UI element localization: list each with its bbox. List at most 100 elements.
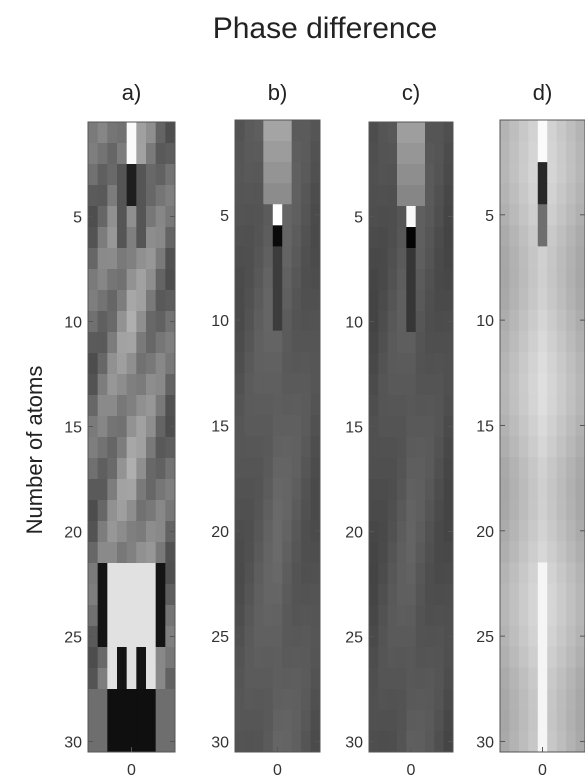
heatmap-cell — [425, 143, 435, 165]
heatmap-cell — [556, 309, 567, 332]
heatmap-cell — [406, 689, 417, 711]
heatmap-cell — [537, 288, 548, 311]
heatmap-cell — [126, 731, 137, 753]
heatmap-cell — [253, 414, 264, 437]
heatmap-cell — [272, 120, 283, 142]
heatmap-cell — [575, 120, 585, 142]
heatmap-cell — [443, 500, 454, 522]
heatmap-cell — [425, 185, 435, 207]
heatmap-cell — [97, 521, 108, 543]
y-tick-label: 5 — [73, 210, 82, 227]
heatmap-cell — [566, 141, 577, 163]
heatmap-cell — [272, 604, 283, 627]
heatmap-cell — [301, 330, 312, 353]
heatmap-cell — [244, 183, 255, 205]
heatmap-cell — [136, 185, 147, 207]
heatmap-cell — [117, 416, 128, 438]
heatmap-cell — [244, 688, 255, 711]
heatmap-cell — [575, 330, 585, 353]
heatmap-cell — [425, 500, 435, 522]
heatmap-cell — [566, 120, 577, 142]
heatmap-cell — [547, 351, 558, 374]
heatmap-cell — [406, 626, 417, 648]
heatmap-cell — [117, 248, 128, 270]
heatmap-cell — [291, 457, 302, 479]
heatmap-cell — [566, 225, 577, 247]
heatmap-cell — [509, 288, 520, 311]
heatmap-cell — [291, 309, 302, 332]
heatmap-cell — [282, 288, 293, 311]
heatmap-cell — [556, 246, 567, 268]
heatmap-cell — [406, 605, 417, 627]
heatmap-cell — [310, 604, 321, 627]
heatmap-cell — [443, 710, 454, 732]
heatmap-cell — [310, 457, 321, 479]
heatmap-cell — [528, 288, 539, 311]
heatmap-cell — [136, 626, 147, 648]
heatmap-cell — [310, 120, 321, 142]
heatmap-cell — [415, 731, 426, 753]
heatmap-cell — [244, 541, 255, 563]
heatmap-cell — [146, 605, 157, 627]
heatmap-cell — [146, 584, 157, 606]
heatmap-cell — [434, 626, 445, 648]
heatmap-cell — [88, 542, 99, 564]
heatmap-cell — [378, 311, 389, 333]
heatmap-cell — [291, 414, 302, 437]
heatmap-cell — [253, 583, 264, 606]
heatmap-cell — [244, 646, 255, 669]
heatmap-cell — [500, 120, 510, 142]
heatmap-cell — [547, 604, 558, 627]
heatmap-cell — [406, 521, 417, 543]
heatmap-cell — [518, 120, 529, 142]
heatmap-cell — [406, 416, 417, 438]
heatmap-cell — [263, 372, 274, 395]
heatmap-cell — [235, 688, 245, 711]
heatmap-cell — [434, 122, 445, 144]
heatmap-cell — [235, 393, 245, 416]
heatmap-cell — [406, 290, 417, 312]
heatmap-cell — [434, 563, 445, 585]
heatmap-cell — [406, 437, 417, 459]
heatmap-cell — [378, 416, 389, 438]
heatmap-cell — [107, 689, 118, 711]
heatmap-cell — [126, 584, 137, 606]
heatmap-cell — [537, 499, 548, 521]
heatmap-cell — [434, 290, 445, 312]
heatmap-cell — [406, 122, 417, 144]
heatmap-cell — [528, 436, 539, 458]
heatmap-cell — [575, 583, 585, 606]
heatmap-cell — [518, 351, 529, 374]
heatmap-cell — [518, 393, 529, 416]
heatmap-cell — [136, 458, 147, 480]
heatmap-cell — [397, 584, 407, 606]
heatmap-cell — [425, 206, 435, 228]
heatmap-cell — [415, 689, 426, 711]
y-tick-label: 20 — [345, 525, 363, 542]
heatmap-cell — [415, 290, 426, 312]
heatmap-cell — [509, 667, 520, 690]
heatmap-cell — [575, 436, 585, 458]
heatmap-cell — [301, 267, 312, 290]
heatmap-cell — [566, 562, 577, 584]
heatmap-cell — [291, 372, 302, 395]
heatmap-cell — [263, 646, 274, 669]
heatmap-cell — [310, 646, 321, 669]
heatmap-cell — [301, 309, 312, 332]
heatmap-cell — [97, 416, 108, 438]
heatmap-cell — [500, 141, 510, 163]
heatmap-cell — [397, 143, 407, 165]
heatmap-cell — [547, 183, 558, 205]
heatmap-cell — [443, 437, 454, 459]
heatmap-cell — [425, 353, 435, 375]
heatmap-cell — [282, 667, 293, 690]
heatmap-cell — [575, 709, 585, 732]
heatmap-cell — [387, 668, 398, 690]
heatmap-cell — [146, 416, 157, 438]
heatmap-cell — [547, 267, 558, 290]
heatmap-cell — [509, 436, 520, 458]
heatmap-cell — [443, 605, 454, 627]
heatmap-cell — [117, 584, 128, 606]
heatmap-cell — [575, 541, 585, 563]
heatmap-cell — [434, 416, 445, 438]
